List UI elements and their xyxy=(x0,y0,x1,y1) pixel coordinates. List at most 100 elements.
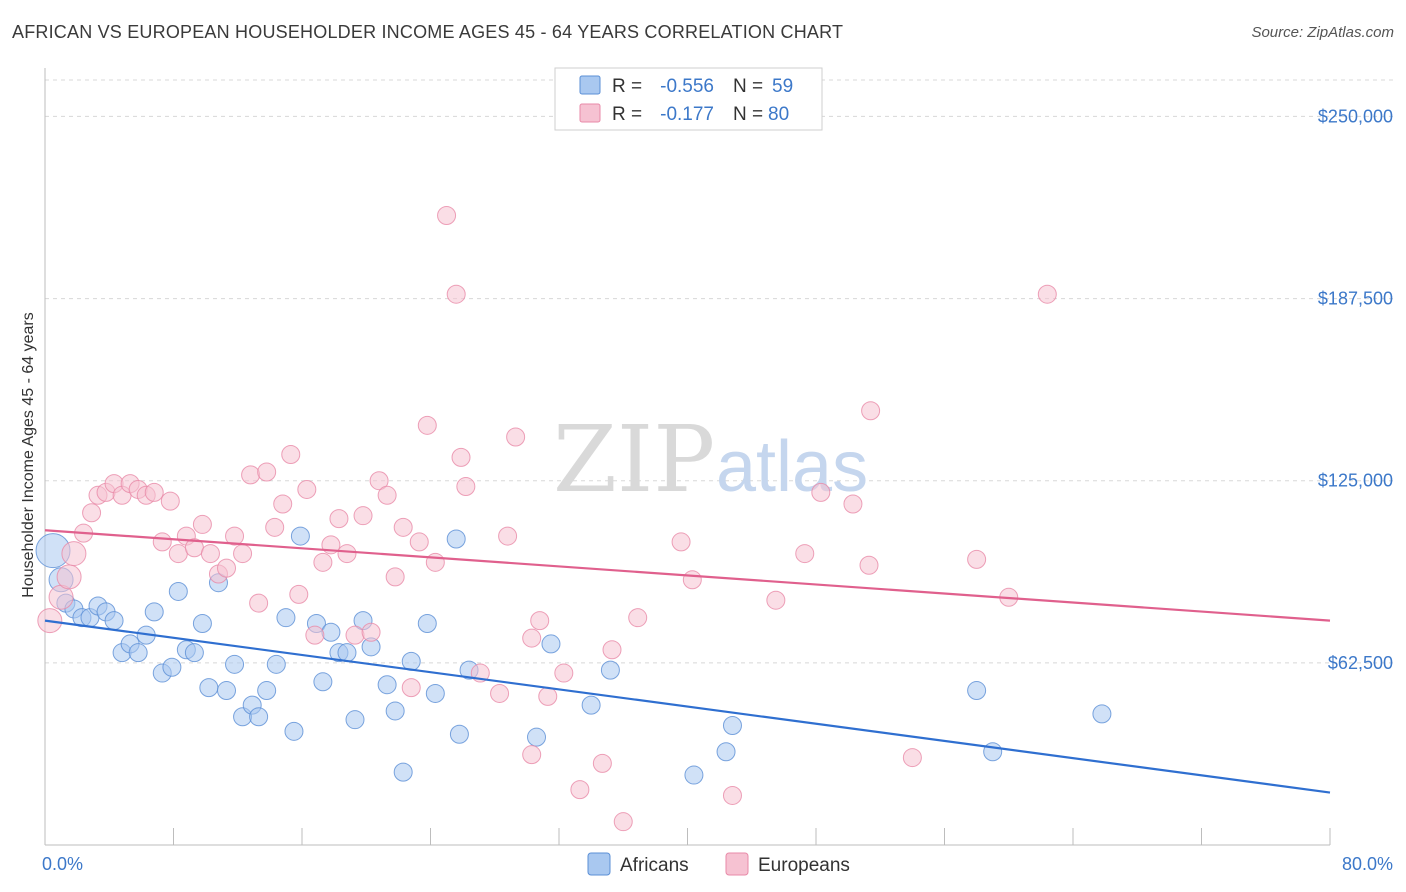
europeans-point xyxy=(289,584,309,604)
europeans-point xyxy=(281,444,301,464)
africans-points xyxy=(35,526,1112,785)
x-tick-label: 80.0% xyxy=(1342,854,1393,874)
africans-point xyxy=(144,602,164,622)
europeans-point xyxy=(417,415,437,435)
stats-r-label-europeans: R = xyxy=(612,104,642,125)
europeans-point xyxy=(345,625,365,645)
europeans-point xyxy=(168,544,188,564)
africans-point xyxy=(716,742,736,762)
stats-r-label-africans: R = xyxy=(612,76,642,97)
africans-point xyxy=(417,614,437,634)
europeans-point xyxy=(530,611,550,631)
stats-n-label-europeans: N = xyxy=(733,104,763,125)
y-tick-label: $187,500 xyxy=(1318,289,1393,309)
europeans-point xyxy=(144,482,164,502)
europeans-point xyxy=(377,485,397,505)
stats-box: R = -0.556 N = 59 R = -0.177 N = 80 xyxy=(554,67,823,131)
africans-point xyxy=(290,526,310,546)
stats-n-value-europeans: 80 xyxy=(768,104,789,125)
europeans-point xyxy=(437,206,457,226)
europeans-point xyxy=(217,558,237,578)
grid-layer xyxy=(45,79,1395,664)
europeans-point xyxy=(241,465,261,485)
europeans-point xyxy=(361,622,381,642)
africans-point xyxy=(217,681,237,701)
legend-swatch-europeans xyxy=(725,852,749,876)
stats-n-label-africans: N = xyxy=(733,76,763,97)
africans-trend-line xyxy=(44,619,1331,794)
africans-point xyxy=(168,581,188,601)
legend-label-europeans: Europeans xyxy=(758,855,850,876)
y-tick-label: $250,000 xyxy=(1318,106,1393,126)
europeans-point xyxy=(506,427,526,447)
europeans-point xyxy=(554,663,574,683)
europeans-point xyxy=(200,544,220,564)
x-tick-label: 0.0% xyxy=(42,854,83,874)
stats-r-value-africans: -0.556 xyxy=(660,76,714,97)
europeans-point xyxy=(451,447,471,467)
africans-point xyxy=(967,681,987,701)
europeans-point xyxy=(61,541,87,567)
axes-layer: $62,500 $125,000 $187,500 $250,000 0.0% 80.0% xyxy=(42,68,1393,874)
europeans-point xyxy=(249,593,269,613)
europeans-point xyxy=(425,552,445,572)
europeans-point xyxy=(766,590,786,610)
africans-point xyxy=(192,614,212,634)
europeans-point xyxy=(1037,284,1057,304)
legend-swatch-africans xyxy=(587,852,611,876)
europeans-point xyxy=(369,471,389,491)
europeans-point xyxy=(602,640,622,660)
europeans-point xyxy=(305,625,325,645)
africans-point xyxy=(184,643,204,663)
europeans-point xyxy=(257,462,277,482)
europeans-point xyxy=(152,532,172,552)
europeans-point xyxy=(671,532,691,552)
africans-point xyxy=(225,654,245,674)
africans-point xyxy=(600,660,620,680)
legend-label-africans: Africans xyxy=(620,855,689,876)
africans-point xyxy=(541,634,561,654)
europeans-point xyxy=(393,517,413,537)
trend-lines xyxy=(44,529,1331,794)
africans-point xyxy=(527,727,547,747)
stats-swatch-europeans xyxy=(579,103,601,123)
africans-point xyxy=(377,675,397,695)
africans-point xyxy=(104,611,124,631)
y-axis-label: Householder Income Ages 45 - 64 years xyxy=(20,312,37,598)
europeans-point xyxy=(401,678,421,698)
africans-point xyxy=(199,678,219,698)
europeans-point xyxy=(570,780,590,800)
y-tick-label: $62,500 xyxy=(1328,653,1393,673)
europeans-point xyxy=(592,753,612,773)
europeans-point xyxy=(538,686,558,706)
europeans-point xyxy=(722,785,742,805)
africans-point xyxy=(337,643,357,663)
europeans-point xyxy=(329,509,349,529)
europeans-point xyxy=(859,555,879,575)
africans-point xyxy=(1092,704,1112,724)
europeans-point xyxy=(297,479,317,499)
europeans-point xyxy=(265,517,285,537)
europeans-point xyxy=(456,477,476,497)
watermark: ZIP atlas xyxy=(553,406,868,513)
africans-point xyxy=(425,683,445,703)
europeans-point xyxy=(522,628,542,648)
stats-swatch-africans xyxy=(579,75,601,95)
africans-point xyxy=(276,608,296,628)
europeans-point xyxy=(160,491,180,511)
africans-point xyxy=(393,762,413,782)
europeans-point xyxy=(613,812,633,832)
africans-point xyxy=(446,529,466,549)
europeans-point xyxy=(56,564,82,590)
europeans-point xyxy=(902,748,922,768)
chart-title: AFRICAN VS EUROPEAN HOUSEHOLDER INCOME A… xyxy=(12,22,844,42)
africans-point xyxy=(162,657,182,677)
watermark-zip: ZIP xyxy=(553,406,715,513)
stats-n-value-africans: 59 xyxy=(772,76,793,97)
europeans-point xyxy=(522,745,542,765)
africans-point xyxy=(684,765,704,785)
watermark-atlas: atlas xyxy=(716,427,868,507)
europeans-point xyxy=(313,552,333,572)
africans-point xyxy=(983,742,1003,762)
africans-point xyxy=(345,710,365,730)
